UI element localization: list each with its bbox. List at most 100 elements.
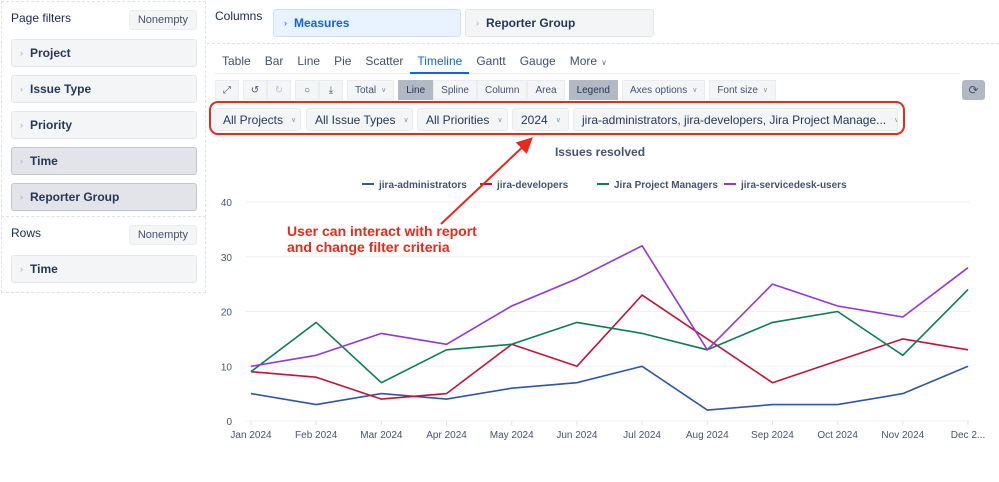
series-line[interactable]: [250, 294, 969, 400]
chart-title: Issues resolved: [555, 145, 645, 159]
chevron-down-icon: ∨: [403, 116, 409, 124]
issue-type-filter-dropdown[interactable]: All Issue Types ∨: [306, 108, 413, 131]
x-tick-label: Oct 2024: [817, 430, 858, 441]
tab-pie[interactable]: Pie: [334, 54, 352, 68]
y-tick-label: 40: [221, 198, 233, 209]
chevron-right-icon: ›: [476, 18, 479, 28]
axes-options-label: Axes options: [629, 84, 688, 96]
row-dimension-time[interactable]: › Time: [11, 255, 197, 283]
x-tick-label: Nov 2024: [881, 430, 924, 441]
series-line[interactable]: [250, 245, 969, 368]
chevron-right-icon: ›: [20, 264, 23, 274]
rows-list: › Time: [11, 255, 197, 291]
expand-icon: ⤢: [223, 84, 231, 96]
axes-options-dropdown[interactable]: Axes options ∨: [621, 80, 706, 100]
reporter-group-filter-dropdown[interactable]: jira-administrators, jira-developers, Ji…: [573, 108, 898, 131]
priority-filter-dropdown[interactable]: All Priorities ∨: [417, 108, 508, 131]
page-filter-priority[interactable]: › Priority: [11, 111, 197, 139]
series-line[interactable]: [250, 289, 969, 384]
page-filter-label: Project: [30, 46, 71, 60]
x-tick-label: Apr 2024: [426, 430, 467, 441]
time-filter-value: 2024: [521, 112, 548, 127]
total-label: Total: [355, 84, 377, 96]
page-filter-label: Priority: [30, 118, 73, 132]
x-tick-label: Jul 2024: [623, 430, 661, 441]
reporter-group-filter-value: jira-administrators, jira-developers, Ji…: [582, 112, 887, 127]
x-tick-label: Mar 2024: [360, 430, 403, 441]
download-icon: ⤓: [328, 84, 334, 96]
tab-bar[interactable]: Bar: [264, 54, 284, 68]
chart-type-spline-button[interactable]: Spline: [433, 80, 477, 100]
legend-item[interactable]: jira-servicedesk-users: [740, 180, 847, 191]
page-filter-label: Reporter Group: [30, 190, 120, 204]
legend-item[interactable]: jira-administrators: [378, 180, 467, 191]
undo-button[interactable]: ↺: [243, 80, 267, 100]
x-tick-label: Feb 2024: [295, 430, 338, 441]
page-filter-issue-type[interactable]: › Issue Type: [11, 75, 197, 103]
annotation-line-2: and change filter criteria: [287, 239, 450, 255]
chart-type-column-button[interactable]: Column: [476, 80, 528, 100]
x-tick-label: May 2024: [490, 430, 534, 441]
filter-row-highlight: All Projects ∨ All Issue Types ∨ All Prior…: [209, 101, 905, 135]
redo-icon: ↻: [274, 84, 284, 96]
legend-item[interactable]: jira-developers: [496, 180, 569, 191]
page-filters-list: › Project › Issue Type › Priority › Time › Re…: [11, 39, 197, 219]
redo-button[interactable]: ↻: [267, 80, 291, 100]
chevron-down-icon: ∨: [291, 116, 297, 124]
comment-button[interactable]: ○: [295, 80, 319, 100]
rows-title: Rows: [11, 226, 42, 240]
series-line[interactable]: [250, 365, 969, 411]
refresh-button[interactable]: ⟳: [962, 80, 985, 100]
fullscreen-button[interactable]: ⤢: [215, 80, 239, 100]
column-label: Reporter Group: [486, 16, 576, 30]
total-dropdown[interactable]: Total ∨: [347, 80, 395, 100]
view-tabs: Table Bar Line Pie Scatter Timeline Gant…: [215, 50, 960, 74]
column-label: Measures: [294, 16, 350, 30]
x-tick-label: Sep 2024: [751, 430, 794, 441]
y-tick-label: 10: [221, 362, 233, 373]
chevron-right-icon: ›: [20, 48, 23, 58]
font-size-dropdown[interactable]: Font size ∨: [709, 80, 777, 100]
annotation-line-1: User can interact with report: [287, 223, 477, 239]
comment-icon: ○: [303, 84, 311, 96]
rows-section: Rows Nonempty › Time: [1, 217, 206, 293]
tab-more[interactable]: More ∨: [563, 50, 614, 74]
y-tick-label: 20: [221, 308, 233, 319]
legend-item[interactable]: Jira Project Managers: [614, 180, 718, 191]
column-measures[interactable]: › Measures: [273, 9, 461, 37]
x-tick-label: Aug 2024: [686, 430, 729, 441]
chart-type-area-button[interactable]: Area: [527, 80, 565, 100]
page-filters-nonempty-button[interactable]: Nonempty: [128, 10, 197, 30]
column-reporter-group[interactable]: › Reporter Group: [465, 9, 654, 37]
chart-type-line-button[interactable]: Line: [398, 80, 434, 100]
tab-gauge[interactable]: Gauge: [519, 54, 556, 68]
y-tick-label: 30: [221, 253, 233, 264]
chart-canvas: Issues resolved jira-administrators jira-d…: [221, 145, 985, 441]
legend-toggle[interactable]: Legend: [568, 80, 618, 100]
chevron-down-icon: ∨: [692, 87, 698, 94]
columns-label: Columns: [215, 9, 263, 23]
export-button[interactable]: ⤓: [319, 80, 343, 100]
chevron-right-icon: ›: [20, 84, 23, 94]
page-filter-project[interactable]: › Project: [11, 39, 197, 67]
row-dimension-label: Time: [30, 262, 58, 276]
tab-line[interactable]: Line: [297, 54, 321, 68]
y-tick-label: 0: [226, 417, 232, 428]
chevron-right-icon: ›: [20, 156, 23, 166]
issue-type-filter-value: All Issue Types: [315, 112, 396, 127]
tab-table[interactable]: Table: [222, 54, 251, 68]
annotation-callout: User can interact with report and change…: [287, 223, 477, 255]
tab-scatter[interactable]: Scatter: [365, 54, 404, 68]
font-size-label: Font size: [717, 84, 758, 96]
time-filter-dropdown[interactable]: 2024 ∨: [512, 108, 569, 131]
tab-gantt[interactable]: Gantt: [476, 54, 506, 68]
page-filter-reporter-group[interactable]: › Reporter Group: [11, 183, 197, 211]
undo-icon: ↺: [250, 84, 260, 96]
columns-bar: Columns › Measures › Reporter Group: [207, 1, 999, 44]
page-filter-label: Time: [30, 154, 58, 168]
tab-timeline[interactable]: Timeline: [410, 50, 470, 74]
project-filter-dropdown[interactable]: All Projects ∨: [214, 108, 301, 131]
rows-nonempty-button[interactable]: Nonempty: [128, 225, 197, 245]
page-filter-time[interactable]: › Time: [11, 147, 197, 175]
project-filter-value: All Projects: [223, 112, 284, 127]
